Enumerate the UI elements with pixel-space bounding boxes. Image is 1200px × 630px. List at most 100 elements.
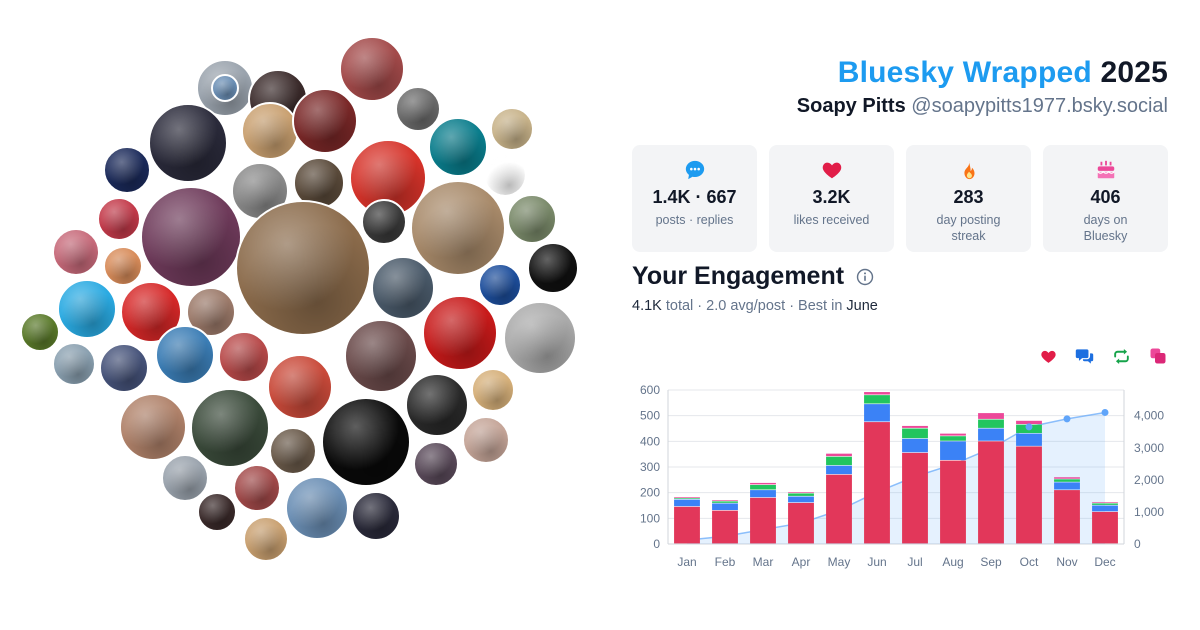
legend-reposts-toggle[interactable]: [1109, 344, 1133, 368]
bar-segment: [1054, 479, 1080, 482]
avatar-shade: [22, 314, 58, 350]
bar-segment: [902, 452, 928, 544]
avatar-bubble[interactable]: [344, 319, 418, 393]
avatar-bubble[interactable]: [478, 263, 522, 307]
avatar-shade: [54, 344, 94, 384]
bar-segment: [1054, 482, 1080, 490]
user-handle[interactable]: @soapypitts1977.bsky.social: [911, 95, 1168, 117]
avatar-shade: [424, 297, 496, 369]
stat-value: 3.2K: [812, 187, 851, 207]
avatar-bubble[interactable]: [490, 107, 534, 151]
avatar-bubble[interactable]: [361, 199, 407, 245]
avatar-bubble[interactable]: [197, 492, 237, 532]
avatar-bubble[interactable]: [527, 242, 579, 294]
legend-quotes-toggle[interactable]: [1146, 344, 1170, 368]
avatar-bubble[interactable]: [161, 454, 209, 502]
user-name: Soapy Pitts: [796, 95, 906, 117]
legend-replies-toggle[interactable]: [1073, 344, 1097, 368]
avatar-bubble-cloud: [20, 36, 579, 562]
cumulative-point: [1025, 423, 1033, 431]
info-icon[interactable]: [856, 268, 874, 286]
bar-segment: [1092, 503, 1118, 505]
avatar-shade: [323, 399, 409, 485]
avatar-bubble[interactable]: [140, 186, 242, 288]
avatar-bubble[interactable]: [462, 416, 510, 464]
avatar-shade: [363, 201, 405, 243]
avatar-bubble[interactable]: [410, 180, 506, 276]
avatar-shade: [346, 321, 416, 391]
avatar-bubble[interactable]: [218, 331, 270, 383]
year-title: 2025: [1100, 56, 1168, 89]
page-title: Bluesky Wrapped 2025: [838, 56, 1168, 90]
avatar-bubble[interactable]: [233, 464, 281, 512]
avatar-bubble[interactable]: [211, 74, 239, 102]
avatar-bubble[interactable]: [292, 88, 358, 154]
x-tick-label: Jan: [677, 555, 696, 569]
cumulative-area: [687, 412, 1105, 544]
bar-segment: [864, 392, 890, 395]
stat-card-likes: 3.2K likes received: [769, 145, 894, 252]
avatar-bubble[interactable]: [52, 342, 96, 386]
repost-icon: [1114, 348, 1129, 364]
avatar-bubble[interactable]: [190, 388, 270, 468]
bar-segment: [940, 441, 966, 460]
engagement-title-text: Your Engagement: [632, 262, 845, 290]
avatar-bubble[interactable]: [99, 343, 149, 393]
bar-segment: [788, 496, 814, 503]
bar-segment: [1016, 433, 1042, 446]
y-left-tick-label: 200: [640, 486, 660, 500]
cumulative-point: [1101, 408, 1109, 416]
avatar-bubble[interactable]: [422, 295, 498, 371]
avatar-bubble[interactable]: [57, 279, 117, 339]
avatar-bubble[interactable]: [321, 397, 411, 487]
avatar-bubble[interactable]: [351, 491, 401, 541]
cumulative-point: [1063, 415, 1071, 423]
legend-likes-toggle[interactable]: [1036, 344, 1060, 368]
avatar-bubble[interactable]: [405, 373, 469, 437]
avatar-bubble[interactable]: [20, 312, 60, 352]
avatar-bubble[interactable]: [103, 246, 143, 286]
avatar-bubble[interactable]: [269, 427, 317, 475]
avatar-bubble[interactable]: [103, 146, 151, 194]
bar-segment: [902, 438, 928, 453]
avatar-bubble[interactable]: [119, 393, 187, 461]
avatar-shade: [269, 356, 331, 418]
avatar-bubble[interactable]: [285, 476, 349, 540]
bar-segment: [978, 441, 1004, 544]
bar-segment: [1054, 490, 1080, 544]
avatar-bubble[interactable]: [241, 102, 299, 160]
bar-segment: [826, 456, 852, 466]
stat-value: 283: [953, 187, 984, 207]
avatar-bubble[interactable]: [155, 325, 215, 385]
avatar-bubble[interactable]: [428, 117, 488, 177]
avatar-bubble[interactable]: [483, 153, 527, 197]
engagement-chart: 0 100 200 300 400 500 600 0 1,000 2,000 3,000 4,000…: [640, 383, 1164, 569]
bar-segment: [712, 510, 738, 544]
x-tick-label: Apr: [792, 555, 811, 569]
avatar-shade: [397, 88, 439, 130]
avatar-bubble[interactable]: [471, 368, 515, 412]
y-left-tick-label: 600: [640, 383, 660, 397]
avatar-bubble[interactable]: [52, 228, 100, 276]
avatar-bubble[interactable]: [267, 354, 333, 420]
avatar-bubble[interactable]: [503, 301, 577, 375]
stat-card-streak: 283 day posting streak: [906, 145, 1031, 252]
avatar-bubble[interactable]: [97, 197, 141, 241]
avatar-bubble[interactable]: [243, 516, 289, 562]
avatar-bubble[interactable]: [235, 200, 371, 336]
avatar-shade: [287, 478, 347, 538]
bar-segment: [940, 433, 966, 436]
bar-segment: [864, 422, 890, 544]
speech-bubble-icon: [685, 160, 704, 180]
avatar-shade: [192, 390, 268, 466]
bar-segment: [750, 490, 776, 498]
reply-icon: [1075, 348, 1094, 364]
avatar-bubble[interactable]: [395, 86, 441, 132]
avatar-bubble[interactable]: [148, 103, 228, 183]
bar-segment: [674, 498, 700, 499]
avatar-bubble[interactable]: [413, 441, 459, 487]
avatar-bubble[interactable]: [371, 256, 435, 320]
avatar-bubble[interactable]: [339, 36, 405, 102]
y-right-tick-label: 4,000: [1134, 409, 1164, 423]
avatar-bubble[interactable]: [507, 194, 557, 244]
